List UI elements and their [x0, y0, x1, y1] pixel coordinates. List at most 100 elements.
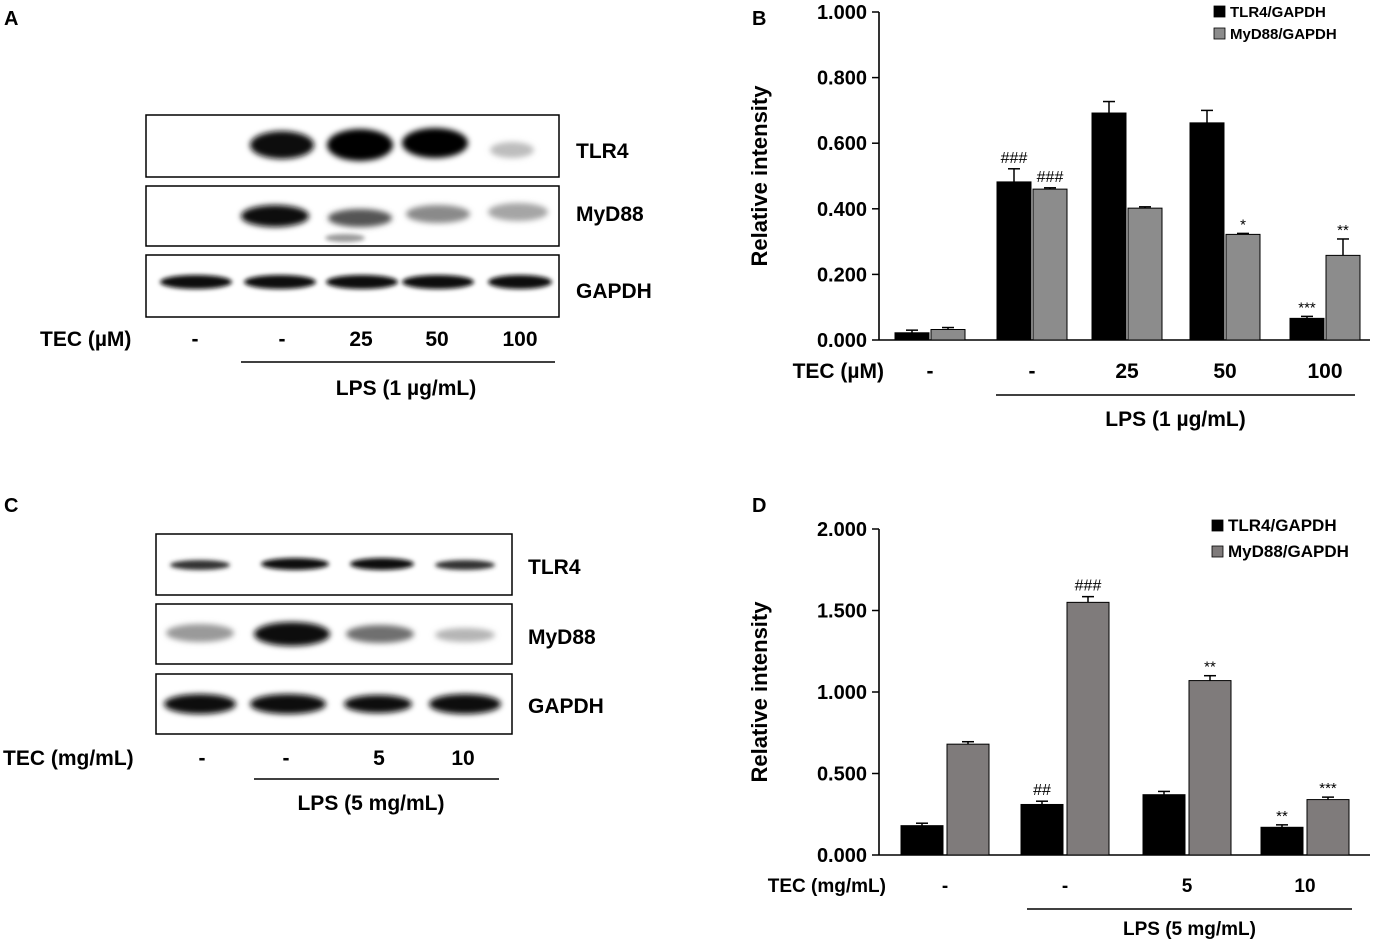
- blot-a-gapdh-bands: [160, 275, 552, 289]
- blot-a-tlr4-bands: [250, 128, 534, 161]
- lane-a-2: -: [279, 328, 286, 351]
- undefined-x-category-label: 5: [1182, 876, 1193, 897]
- undefined-y-axis-label: Relative intensity: [747, 85, 772, 267]
- band: [164, 694, 236, 714]
- undefined-y-tick-label: 0.000: [817, 845, 867, 867]
- undefined-bar: [1032, 188, 1068, 341]
- undefined-y-tick-label: 1.500: [817, 601, 867, 623]
- undefined-significance-mark: ***: [1319, 780, 1337, 797]
- band: [435, 628, 495, 642]
- undefined-bar: [1325, 254, 1361, 341]
- panel-c: C TLR4 MyD88 GAPDH TEC (mg/mL) -: [3, 495, 604, 815]
- undefined-group-label: LPS (1 µg/mL): [1105, 408, 1245, 431]
- undefined-x-header: TEC (µM): [793, 360, 884, 383]
- undefined-bar: [1066, 601, 1110, 856]
- band: [350, 558, 414, 570]
- undefined-legend-label: TLR4/GAPDH: [1230, 4, 1326, 21]
- undefined-bar: [1188, 680, 1232, 856]
- chart-b: 0.000 0.200 0.400 0.600 0.800 1.000 Relative i…: [747, 2, 1370, 431]
- band: [488, 203, 548, 221]
- undefined-x-category-label: -: [942, 876, 948, 897]
- undefined-y-tick-label: 1.000: [817, 682, 867, 704]
- undefined-y-tick-label: 1.000: [817, 2, 867, 24]
- blot-c-myd88-label: MyD88: [528, 626, 596, 649]
- blot-a-myd88-bands: [241, 203, 548, 242]
- undefined-significance-mark: ###: [1001, 150, 1028, 167]
- undefined-bar: [930, 329, 966, 341]
- undefined-bar: [1289, 317, 1325, 341]
- undefined-legend-label: TLR4/GAPDH: [1228, 516, 1337, 535]
- undefined-legend-swatch: [1211, 519, 1224, 532]
- undefined-significance-mark: ##: [1033, 782, 1051, 799]
- band: [488, 275, 552, 289]
- panel-a: A TLR4 MyD88 GAPDH TEC: [4, 8, 652, 400]
- lane-c-3: 5: [373, 747, 385, 770]
- undefined-bar: [1260, 826, 1304, 856]
- band: [327, 129, 393, 161]
- blot-a-myd88-label: MyD88: [576, 203, 644, 226]
- panel-a-row-header: TEC (µM): [40, 328, 131, 351]
- chart-d: 0.000 0.500 1.000 1.500 2.000 Relative intens…: [747, 516, 1370, 940]
- undefined-bar: [1127, 207, 1163, 341]
- panel-d: D 0.000 0.500 1.000 1.500 2.000 Relative inte…: [747, 495, 1370, 940]
- undefined-bar: [894, 332, 930, 341]
- undefined-x-category-label: 50: [1213, 360, 1236, 383]
- undefined-x-category-label: -: [1062, 876, 1068, 897]
- band: [490, 142, 534, 158]
- band: [406, 205, 470, 223]
- band: [346, 625, 414, 643]
- undefined-significance-mark: ***: [1298, 299, 1316, 316]
- band: [261, 558, 329, 570]
- blot-c-tlr4-bands: [170, 558, 495, 570]
- undefined-bar: [1306, 799, 1350, 856]
- lane-a-1: -: [192, 328, 199, 351]
- undefined-bar: [1020, 803, 1064, 856]
- undefined-x-category-label: -: [927, 360, 934, 383]
- undefined-legend-label: MyD88/GAPDH: [1230, 26, 1337, 43]
- undefined-x-category-label: 25: [1115, 360, 1139, 383]
- undefined-y-tick-label: 0.500: [817, 764, 867, 786]
- band: [429, 694, 501, 714]
- undefined-y-tick-label: 0.400: [817, 199, 867, 221]
- band: [241, 205, 309, 227]
- undefined-y-axis-label: Relative intensity: [747, 601, 772, 783]
- undefined-legend-swatch: [1213, 27, 1226, 40]
- blot-c-tlr4-label: TLR4: [528, 556, 581, 579]
- undefined-legend-swatch: [1213, 5, 1226, 18]
- lane-c-2: -: [283, 747, 290, 770]
- panel-a-letter: A: [4, 8, 18, 30]
- undefined-legend-label: MyD88/GAPDH: [1228, 542, 1349, 561]
- band: [435, 560, 495, 570]
- undefined-group-label: LPS (5 mg/mL): [1123, 919, 1256, 940]
- lane-a-4: 50: [425, 328, 448, 351]
- blot-c-gapdh-label: GAPDH: [528, 695, 604, 718]
- panel-b: B 0.000 0.200 0.400 0.600 0.800 1.000 Relative…: [747, 2, 1370, 431]
- undefined-x-category-label: 10: [1294, 876, 1315, 897]
- band: [344, 695, 412, 713]
- lane-a-5: 100: [502, 328, 537, 351]
- undefined-x-category-label: 100: [1307, 360, 1342, 383]
- undefined-bar: [1142, 794, 1186, 856]
- undefined-bar: [1225, 233, 1261, 341]
- band: [250, 131, 314, 159]
- band: [160, 275, 232, 289]
- undefined-x-header: TEC (mg/mL): [768, 876, 886, 897]
- undefined-y-tick-label: 2.000: [817, 519, 867, 541]
- undefined-significance-mark: ###: [1075, 578, 1102, 595]
- blot-c-gapdh-bands: [164, 694, 501, 714]
- undefined-significance-mark: *: [1240, 216, 1246, 233]
- undefined-bar: [1189, 122, 1225, 341]
- undefined-bar: [946, 743, 990, 856]
- undefined-legend-swatch: [1211, 545, 1224, 558]
- lane-c-4: 10: [451, 747, 474, 770]
- band: [402, 275, 474, 289]
- undefined-y-tick-label: 0.200: [817, 264, 867, 286]
- undefined-bar: [996, 181, 1032, 341]
- blot-a-gapdh-label: GAPDH: [576, 280, 652, 303]
- undefined-significance-mark: ###: [1037, 169, 1064, 186]
- band: [325, 234, 365, 242]
- band: [166, 624, 234, 642]
- band: [402, 128, 468, 158]
